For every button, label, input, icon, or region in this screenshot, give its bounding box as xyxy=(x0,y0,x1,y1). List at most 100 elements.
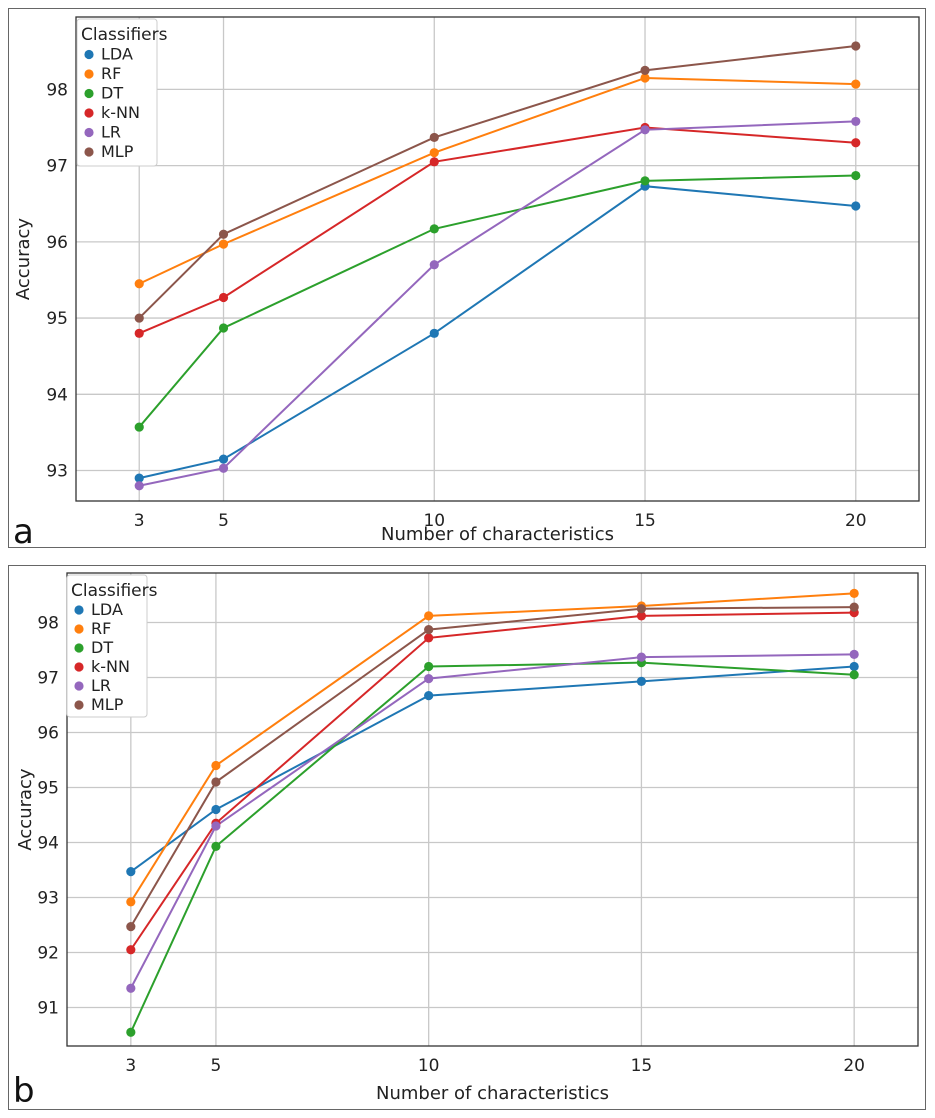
chart-b-y-tick: 93 xyxy=(37,889,59,909)
chart-b-legend-label-lda: LDA xyxy=(91,600,123,619)
chart-a-legend-label-lr: LR xyxy=(101,123,121,142)
chart-a-point-lda xyxy=(851,201,861,211)
chart-b-x-tick: 5 xyxy=(211,1056,222,1076)
chart-a-y-tick: 97 xyxy=(46,157,68,177)
chart-a-x-tick: 20 xyxy=(845,511,867,531)
chart-a-y-tick: 93 xyxy=(46,462,68,482)
chart-a-point-rf xyxy=(429,148,439,158)
chart-panel-a: 3 5 10 15 20 93 94 95 96 97 98 Number of characteri… xyxy=(8,8,926,548)
chart-a-x-tick: 15 xyxy=(634,511,656,531)
chart-a-point-rf xyxy=(218,239,229,249)
chart-b-y-tick: 94 xyxy=(37,834,59,854)
chart-b-series-line-lda xyxy=(130,665,855,873)
chart-b-point-lda xyxy=(636,676,647,686)
chart-a-legend-label-lda: LDA xyxy=(101,45,133,64)
chart-a-point-lda xyxy=(134,473,144,483)
chart-a-point-mlp xyxy=(640,65,650,75)
chart-b-point-lda xyxy=(211,804,221,815)
chart-a-point-lr xyxy=(218,463,229,473)
chart-b-legend-title: Classifiers xyxy=(71,581,158,601)
chart-b-point-lda xyxy=(126,867,136,877)
chart-a-point-lr xyxy=(134,481,144,491)
chart-a-plot-frame xyxy=(75,16,920,502)
chart-a-legend-label-mlp: MLP xyxy=(101,142,134,161)
chart-b-point-mlp xyxy=(636,604,647,614)
chart-a-point-mlp xyxy=(429,132,439,143)
chart-b-legend-label-dt: DT xyxy=(91,638,113,657)
chart-b-x-axis-label: Number of characteristics xyxy=(376,1083,609,1104)
chart-a-point-k-nn xyxy=(429,157,439,167)
chart-b-point-lda xyxy=(424,691,434,701)
chart-a-legend-marker-lr xyxy=(84,127,94,138)
chart-a-y-tick: 98 xyxy=(46,80,68,100)
chart-b-series-line-lr xyxy=(129,653,855,989)
chart-a-point-dt xyxy=(218,323,229,333)
chart-b-series-line-k-nn xyxy=(129,611,855,951)
chart-a-y-tick: 94 xyxy=(46,385,68,405)
chart-b-legend-label-k-nn: k-NN xyxy=(91,657,130,676)
chart-b-point-lr xyxy=(126,983,136,993)
chart-b-point-dt xyxy=(849,670,859,680)
chart-b-point-k-nn xyxy=(424,633,434,643)
chart-b-legend-marker-lr xyxy=(74,681,84,691)
chart-b-x-tick: 15 xyxy=(631,1056,653,1076)
chart-b-point-lr xyxy=(849,649,859,659)
chart-b: 3 5 10 15 20 91 92 93 94 95 96 97 98 Number of charac… xyxy=(13,572,919,1108)
chart-a-series-line-mlp xyxy=(138,44,856,319)
chart-b-point-dt xyxy=(424,661,434,672)
chart-b-point-k-nn xyxy=(126,945,136,955)
chart-b-legend-label-rf: RF xyxy=(91,619,111,638)
chart-a-point-lr xyxy=(429,260,439,270)
chart-a-legend-marker-rf xyxy=(84,69,94,79)
chart-a-point-k-nn xyxy=(851,138,861,148)
chart-b-x-tick: 10 xyxy=(418,1056,440,1076)
chart-a-series-line-lda xyxy=(139,185,856,480)
chart-a-y-axis-label: Accuracy xyxy=(13,218,34,301)
chart-a-legend-marker-lda xyxy=(84,49,94,60)
chart-a-x-tick: 10 xyxy=(423,511,445,531)
chart-b-x-tick: 20 xyxy=(843,1056,865,1076)
chart-b-y-tick: 92 xyxy=(37,944,59,964)
chart-b-point-mlp xyxy=(849,602,859,612)
chart-a-point-lda xyxy=(429,328,439,338)
chart-b-y-tick: 97 xyxy=(37,669,59,689)
chart-a-point-rf xyxy=(851,79,861,89)
chart-b-point-dt xyxy=(211,841,221,851)
chart-b-point-lda xyxy=(849,661,859,672)
chart-a-point-dt xyxy=(429,224,439,234)
chart-a-point-mlp xyxy=(134,313,144,323)
chart-a-point-rf xyxy=(640,73,650,83)
chart-b-legend-marker-k-nn xyxy=(74,662,84,672)
chart-a-legend-label-dt: DT xyxy=(101,84,123,103)
chart-a-point-mlp xyxy=(218,229,229,239)
chart-b-y-axis-label: Accuracy xyxy=(15,768,36,851)
chart-b-point-rf xyxy=(126,897,136,907)
chart-a-legend-marker-k-nn xyxy=(84,108,94,118)
chart-a-x-tick: 3 xyxy=(134,511,145,531)
chart-b-legend-marker-mlp xyxy=(74,700,84,710)
chart-a-legend-marker-dt xyxy=(84,88,94,99)
chart-b-point-mlp xyxy=(211,777,221,787)
chart-a-legend-label-k-nn: k-NN xyxy=(101,103,140,122)
chart-b-point-lr xyxy=(211,821,221,831)
chart-a-legend-marker-mlp xyxy=(84,147,94,157)
chart-a-point-lr xyxy=(640,125,650,135)
chart-b-x-tick: 3 xyxy=(125,1056,136,1076)
chart-a-series-line-lr xyxy=(139,120,856,487)
chart-b-point-dt xyxy=(126,1027,136,1037)
chart-a-point-k-nn xyxy=(134,328,144,338)
chart-b-legend-marker-dt xyxy=(74,643,84,653)
chart-b-y-tick: 91 xyxy=(37,999,59,1019)
chart-b-point-rf xyxy=(849,588,859,598)
chart-a: 3 5 10 15 20 93 94 95 96 97 98 Number of characteri… xyxy=(13,16,920,546)
chart-a-x-tick: 5 xyxy=(218,511,229,531)
chart-b-legend-label-lr: LR xyxy=(91,676,111,695)
chart-b-y-tick: 96 xyxy=(37,724,59,744)
chart-b-point-mlp xyxy=(126,922,136,932)
chart-a-point-dt xyxy=(640,176,650,186)
chart-a-point-mlp xyxy=(851,41,861,51)
chart-b-legend-label-mlp: MLP xyxy=(91,695,124,714)
chart-b-legend-marker-lda xyxy=(74,605,84,615)
chart-b-point-lr xyxy=(636,652,647,662)
chart-a-point-k-nn xyxy=(218,292,229,303)
